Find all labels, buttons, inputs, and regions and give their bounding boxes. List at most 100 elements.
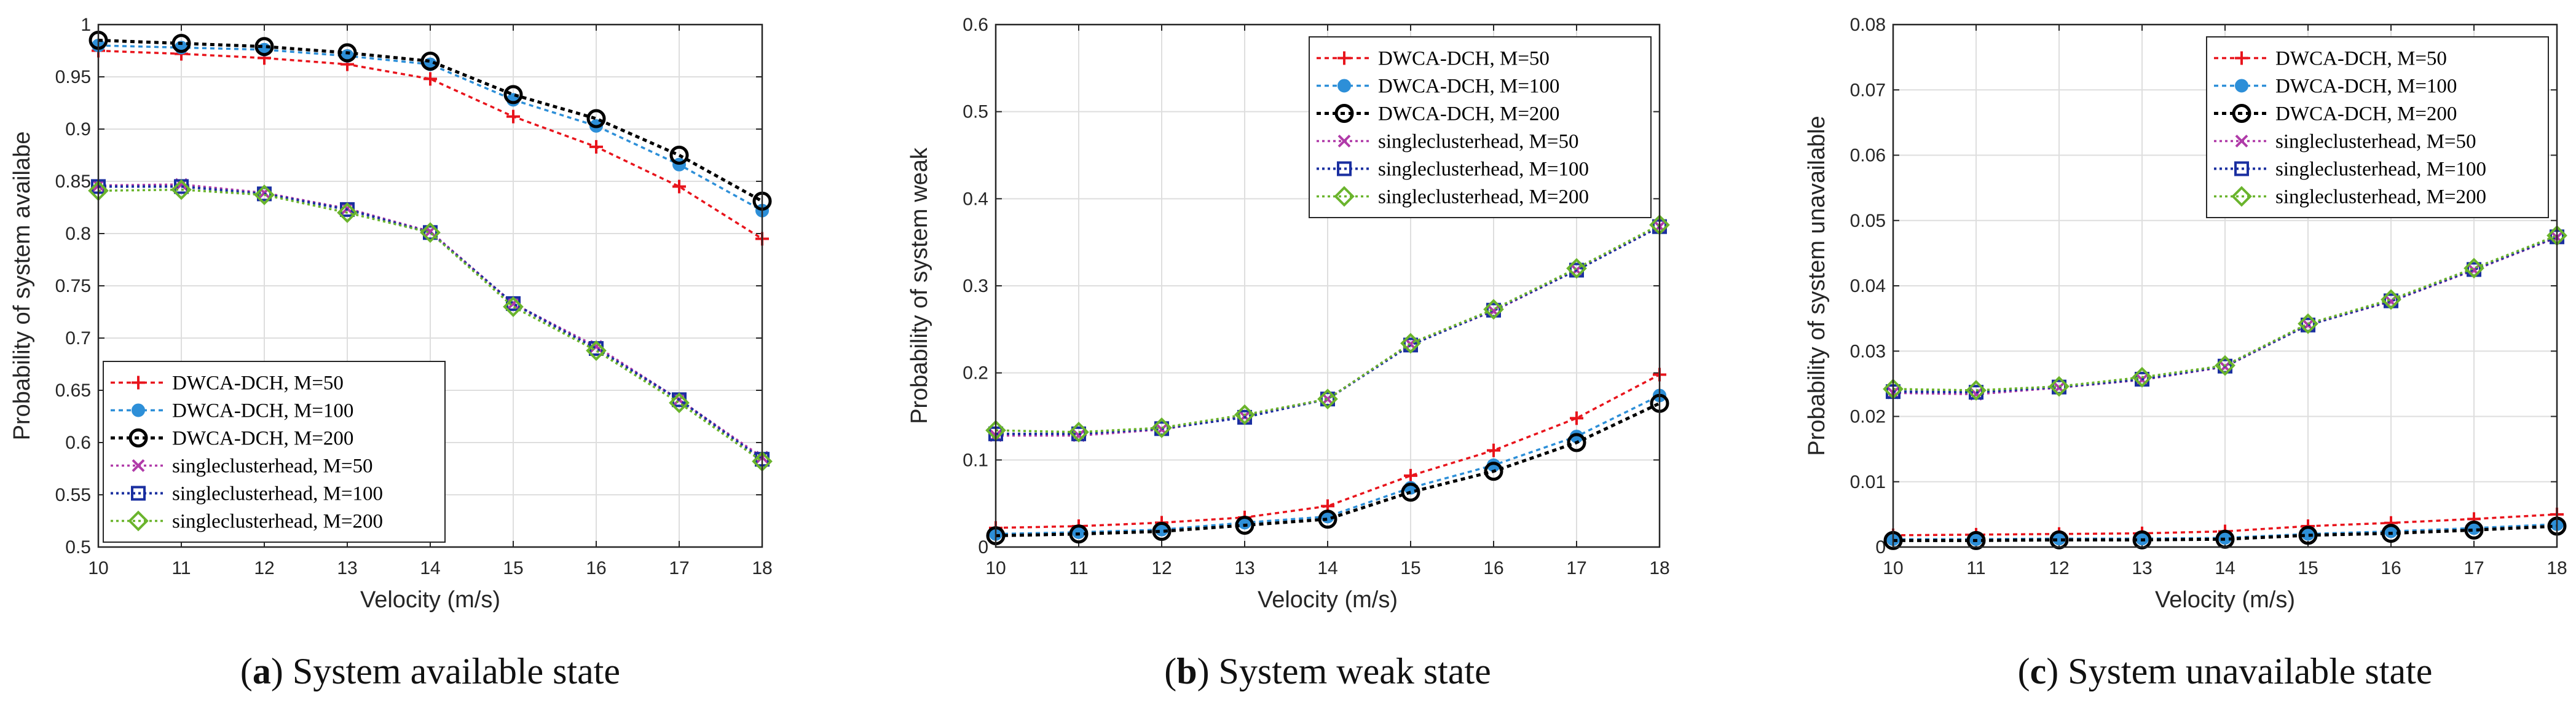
y-tick-label: 0.4 (963, 189, 988, 209)
y-axis-label: Probability of system availabe (9, 132, 35, 441)
data-point (669, 146, 689, 165)
data-point (2132, 366, 2153, 388)
axes-box (995, 23, 1661, 548)
y-tick-label: 0.9 (65, 119, 91, 140)
data-point (503, 296, 524, 317)
chart-panel-c: 10 11 12 13 14 15 16 17 18 0 0.01 0.02 0.03 0.04 0.05 0… (1804, 15, 2567, 691)
y-tick-label: 0.75 (55, 276, 91, 296)
axes-box (1892, 23, 2558, 548)
caption-paren: ( (1164, 651, 1176, 691)
caption-text: System weak state (1219, 651, 1491, 691)
data-point (1317, 388, 1338, 409)
x-tick-label: 10 (1883, 558, 1903, 578)
caption-tag: a (253, 651, 271, 691)
x-tick-label: 17 (669, 558, 689, 578)
data-point (1966, 380, 1987, 401)
y-tick-label: 0 (1875, 537, 1886, 557)
data-point (2052, 379, 2066, 395)
data-point (506, 297, 520, 310)
x-tick-label: 18 (752, 558, 772, 578)
data-point (1068, 422, 1089, 443)
legend-marker (132, 403, 145, 417)
x-tick-label: 10 (88, 558, 108, 578)
y-axis-label: Probability of system weak (907, 147, 932, 424)
legend-marker (1337, 51, 1351, 65)
data-point (423, 225, 438, 240)
legend-label: singleclusterhead, M=100 (2275, 159, 2486, 181)
x-axis-label: Velocity (m/s) (2155, 587, 2295, 613)
legend-marker (1337, 135, 1351, 148)
data-point (1401, 483, 1420, 502)
series-singleclusterhead-m-200 (88, 179, 773, 472)
x-tick-label: 13 (1234, 558, 1255, 578)
y-tick-label: 0.95 (55, 67, 91, 87)
data-point (1152, 522, 1172, 541)
data-point (586, 109, 606, 128)
legend-label: singleclusterhead, M=200 (172, 511, 383, 533)
series-singleclusterhead-m-200 (985, 215, 1670, 443)
legend-label: DWCA-DCH, M=200 (1378, 103, 1559, 125)
series-line (1893, 524, 2558, 542)
data-point (589, 140, 603, 154)
x-tick-label: 13 (337, 558, 357, 578)
y-tick-label: 0.8 (65, 224, 91, 244)
caption-tag: c (2030, 651, 2047, 691)
data-point (2215, 355, 2235, 376)
legend-marker (1334, 186, 1355, 207)
y-tick-label: 0.6 (65, 433, 91, 453)
legend-label: DWCA-DCH, M=100 (1378, 76, 1559, 98)
data-point (2298, 313, 2318, 334)
legend-marker (2235, 135, 2248, 148)
legend-label: DWCA-DCH, M=100 (172, 400, 353, 422)
legend-marker (131, 486, 146, 501)
caption-paren: ) (1197, 651, 1219, 691)
legend-marker (1334, 104, 1354, 123)
data-point (171, 179, 192, 200)
x-tick-label: 12 (2049, 558, 2069, 578)
legend-marker (128, 510, 149, 532)
y-tick-label: 0 (978, 537, 988, 557)
data-point (2132, 530, 2152, 550)
data-point (2381, 524, 2401, 543)
y-tick-label: 0.1 (963, 450, 988, 470)
legend-marker (2235, 79, 2248, 93)
x-tick-label: 12 (1151, 558, 1172, 578)
x-tick-label: 18 (2546, 558, 2567, 578)
y-tick-label: 0.6 (963, 15, 988, 35)
x-axis-label: Velocity (m/s) (1258, 587, 1398, 613)
chart-panel-b: 10 11 12 13 14 15 16 17 18 0 0.1 0.2 0.3 0.4 0.5 0.6 Vel… (907, 15, 1670, 691)
legend-marker (1337, 79, 1351, 93)
chart-panel-a: 10 11 12 13 14 15 16 17 18 0.5 0.55 0.6 0.65 0.7 0.75 0… (9, 15, 773, 691)
series-line (98, 39, 763, 203)
series-line (996, 226, 1660, 437)
legend-label: DWCA-DCH, M=50 (1378, 48, 1550, 70)
legend-marker (132, 376, 145, 390)
data-point (1320, 392, 1335, 407)
panel-caption: (a) System available state (240, 651, 620, 691)
x-tick-label: 11 (171, 558, 191, 578)
y-tick-label: 0.02 (1850, 407, 1886, 427)
legend-marker (2234, 161, 2249, 176)
y-tick-label: 0.3 (963, 276, 988, 296)
x-tick-label: 14 (420, 558, 440, 578)
data-point (669, 392, 690, 414)
axes-box (97, 23, 763, 548)
y-tick-label: 0.5 (65, 537, 91, 557)
data-point (506, 109, 520, 124)
x-tick-label: 12 (254, 558, 274, 578)
data-point (2049, 530, 2069, 550)
series-line (1893, 523, 2558, 540)
series-line (98, 183, 763, 459)
y-tick-label: 0.65 (55, 380, 91, 401)
caption-text: System available state (293, 651, 620, 691)
data-point (1400, 333, 1421, 354)
legend: DWCA-DCH, M=50 DWCA-DCH, M=100 DWCA-DCH, M… (2206, 36, 2549, 218)
data-point (1235, 516, 1255, 535)
data-point (420, 52, 440, 71)
x-tick-label: 15 (503, 558, 523, 578)
data-point (2464, 258, 2484, 279)
data-point (420, 222, 441, 243)
x-tick-label: 11 (1966, 558, 1985, 578)
series-dwca-dch-m-200 (89, 31, 772, 211)
x-axis-label: Velocity (m/s) (360, 587, 500, 613)
